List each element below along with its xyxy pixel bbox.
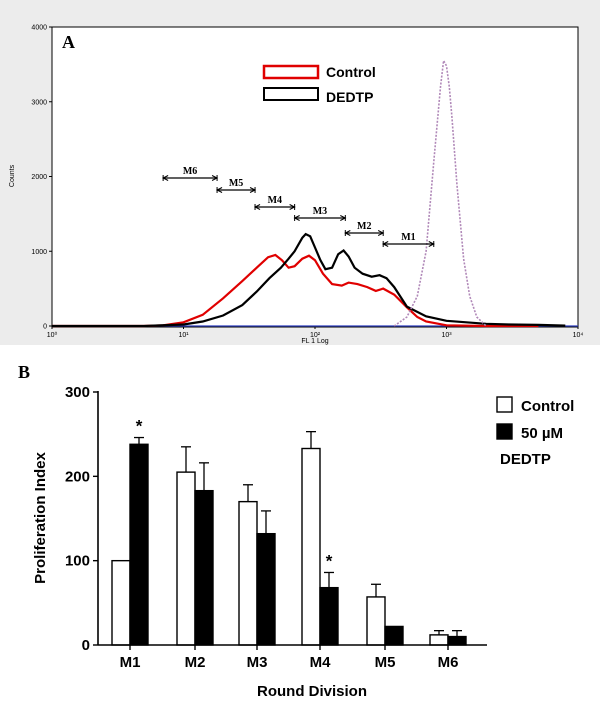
marker-arrow <box>249 187 257 193</box>
x-tick-label: M4 <box>310 654 331 671</box>
y-ticks-b: 0 100 200 300 <box>65 384 98 654</box>
marker-label: M2 <box>357 221 371 232</box>
y-tick-label: 3000 <box>31 99 47 106</box>
x-tick-label: M2 <box>185 654 206 671</box>
marker-label: M4 <box>268 195 282 206</box>
series-a <box>52 58 578 328</box>
significance-mark: * <box>136 417 143 436</box>
marker-label: M5 <box>229 178 243 189</box>
bar-control-m6 <box>429 634 449 646</box>
legend-label-treat-b-line2: DEDTP <box>500 451 551 468</box>
marker-m1: M1 <box>382 232 435 247</box>
bar-dedtp-m1 <box>129 443 149 646</box>
gate-markers: M6 M5 M4 M3 M2 M1 <box>162 166 435 247</box>
bar-control-m5 <box>366 596 386 646</box>
bar-control-m4 <box>301 447 321 646</box>
y-tick-label: 1000 <box>31 249 47 256</box>
y-tick-label: 2000 <box>31 174 47 181</box>
x-tick-label: 10³ <box>441 332 452 339</box>
bar-dedtp-m3 <box>256 532 276 646</box>
series-dedtp <box>52 232 566 328</box>
marker-arrow <box>382 241 389 247</box>
legend-swatch-control-b <box>496 396 513 413</box>
bar-dedtp-m2 <box>194 489 214 646</box>
x-axis-label-a: FL 1 Log <box>301 338 328 345</box>
x-ticks-b: M1 M2 M3 M4 M5 M6 <box>120 645 459 671</box>
marker-arrow <box>162 175 169 181</box>
marker-m5: M5 <box>215 178 257 193</box>
x-tick-label: 10² <box>310 332 321 339</box>
legend-swatch-dedtp <box>263 87 319 101</box>
legend-swatch-control <box>262 64 320 80</box>
legend-swatch-treat-b <box>496 423 513 440</box>
marker-label: M3 <box>313 206 327 217</box>
y-tick-label: 100 <box>65 553 90 570</box>
x-tick-label: M5 <box>375 654 396 671</box>
marker-m2: M2 <box>344 221 385 236</box>
marker-arrow <box>289 204 296 210</box>
panel-a-plot-area <box>51 26 579 328</box>
y-tick-label: 300 <box>65 384 90 401</box>
marker-arrow <box>377 230 385 236</box>
bars-b: ** <box>111 417 467 646</box>
bar-control-m1 <box>111 559 131 646</box>
marker-arrow <box>211 175 219 181</box>
x-tick-label: M6 <box>438 654 459 671</box>
significance-mark: * <box>326 551 333 570</box>
marker-m3: M3 <box>293 206 347 221</box>
marker-label: M1 <box>401 232 415 243</box>
y-axis-label-a: Counts <box>9 164 16 187</box>
x-tick-label: M1 <box>120 654 141 671</box>
panel-a-label: A <box>62 32 75 52</box>
legend-label-control-b: Control <box>521 398 574 415</box>
x-axis-label-b: Round Division <box>257 683 367 700</box>
marker-m6: M6 <box>162 166 219 181</box>
marker-arrow <box>428 241 435 247</box>
bar-control-m2 <box>176 471 196 646</box>
legend-a: Control DEDTP <box>262 64 376 105</box>
y-tick-label: 200 <box>65 468 90 485</box>
x-tick-label: 10¹ <box>178 332 189 339</box>
panel-b-label: B <box>18 362 30 382</box>
marker-arrow <box>344 230 351 236</box>
x-tick-label: 10⁰ <box>47 331 58 339</box>
bar-dedtp-m5 <box>384 625 404 646</box>
legend-label-dedtp: DEDTP <box>326 89 373 105</box>
y-tick-label: 0 <box>82 637 90 654</box>
marker-arrow <box>215 187 223 193</box>
legend-label-treat-b-line1: 50 µM <box>521 425 563 442</box>
marker-arrow <box>293 215 300 221</box>
marker-arrow <box>340 215 347 221</box>
marker-arrow <box>253 204 261 210</box>
x-tick-label: M3 <box>247 654 268 671</box>
y-axis-label-b: Proliferation Index <box>32 452 49 584</box>
panel-a: A Counts FL 1 Log 0 1000 2000 3000 4000 10⁰ 1… <box>0 0 600 345</box>
legend-b: Control 50 µM DEDTP <box>496 396 574 468</box>
bar-control-m3 <box>238 500 258 646</box>
marker-label: M6 <box>183 166 197 177</box>
series-reference <box>393 58 487 327</box>
panel-b: B Proliferation Index Round Division 0 10… <box>18 362 574 700</box>
x-tick-label: 10⁴ <box>573 332 584 339</box>
y-tick-label: 4000 <box>31 25 47 32</box>
y-tick-label: 0 <box>43 324 47 331</box>
bar-dedtp-m6 <box>447 635 467 646</box>
bar-dedtp-m4 <box>319 586 339 646</box>
marker-m4: M4 <box>253 195 296 210</box>
y-ticks-a: 0 1000 2000 3000 4000 <box>31 25 52 331</box>
legend-label-control: Control <box>326 64 376 80</box>
